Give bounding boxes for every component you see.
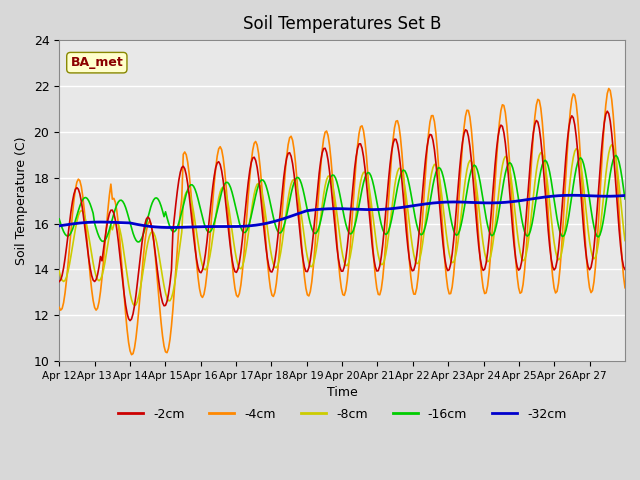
Title: Soil Temperatures Set B: Soil Temperatures Set B [243,15,441,33]
Y-axis label: Soil Temperature (C): Soil Temperature (C) [15,136,28,265]
Legend: -2cm, -4cm, -8cm, -16cm, -32cm: -2cm, -4cm, -8cm, -16cm, -32cm [113,403,572,425]
X-axis label: Time: Time [326,386,358,399]
Text: BA_met: BA_met [70,56,124,69]
